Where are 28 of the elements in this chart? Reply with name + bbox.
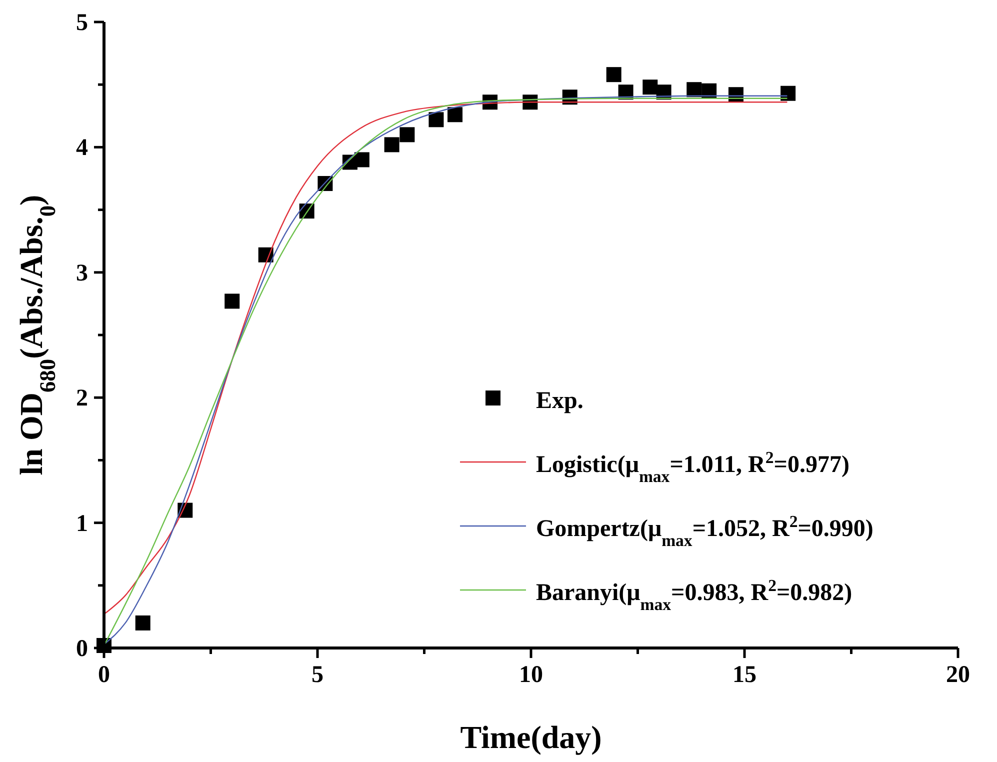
point	[686, 82, 702, 98]
point	[354, 152, 370, 168]
y-tick-label: 3	[76, 260, 88, 286]
y-tick-label: 1	[76, 510, 88, 537]
y-tick-label: 5	[76, 10, 88, 36]
legend-label: Baranyi(μ$_{max}$=0.983, R$^{2}$=0.982)	[536, 576, 852, 614]
point	[702, 83, 717, 98]
x-tick-label: 5	[312, 662, 324, 688]
point	[400, 127, 415, 142]
point	[428, 112, 444, 128]
y-tick-label: 2	[76, 386, 88, 412]
y-tick-label: 0	[76, 636, 88, 662]
x-tick-label: 20	[946, 662, 970, 688]
point	[447, 107, 462, 122]
legend-label: Logistic(μ$_{max}$=1.011, R$^{2}$=0.977)	[536, 448, 850, 486]
point	[780, 86, 796, 101]
legend-label: Exp.	[536, 388, 584, 414]
point	[642, 80, 658, 95]
x-tick-label: 10	[519, 662, 543, 688]
point	[384, 137, 400, 152]
x-tick-label: 15	[732, 662, 756, 688]
y-tick-label: 4	[76, 135, 88, 162]
x-tick-label: 0	[98, 662, 110, 688]
x-axis-title: Time(day)	[460, 719, 602, 755]
point	[224, 294, 240, 309]
point	[135, 615, 150, 630]
legend-label: Gompertz(μ$_{max}$=1.052, R$^{2}$=0.990)	[536, 512, 874, 550]
point	[606, 67, 622, 82]
